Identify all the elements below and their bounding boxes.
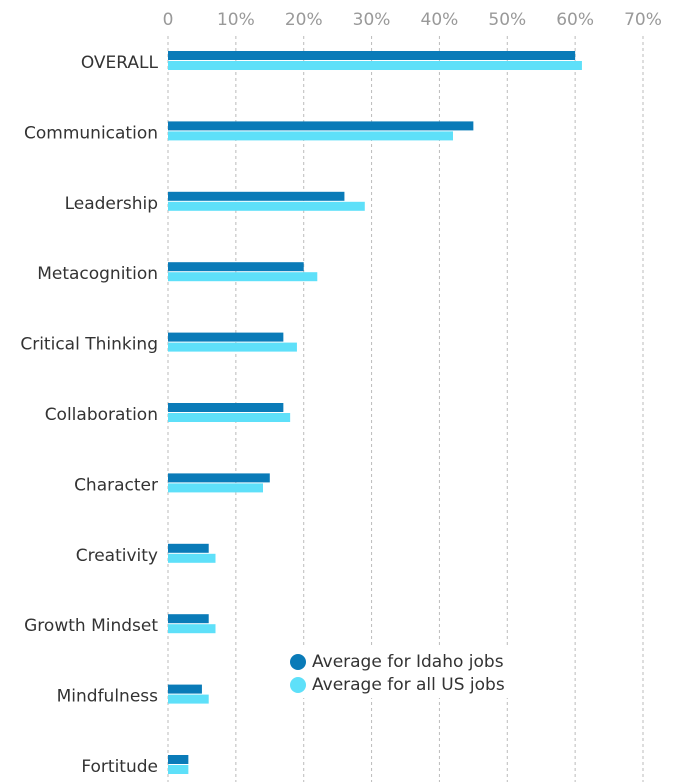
bar	[168, 51, 576, 60]
category-label: Collaboration	[45, 405, 158, 425]
bar	[168, 121, 474, 131]
x-tick-label: 0	[163, 10, 174, 30]
legend-label: Average for all US jobs	[312, 675, 505, 695]
bar	[168, 553, 216, 563]
bar	[168, 131, 453, 141]
bar	[168, 543, 209, 553]
bar	[168, 765, 189, 774]
legend-swatch	[290, 677, 306, 693]
bar	[168, 342, 297, 352]
category-label: Fortitude	[81, 757, 158, 777]
bar	[168, 403, 284, 412]
x-tick-label: 50%	[488, 10, 526, 30]
bar	[168, 483, 263, 493]
category-label: Communication	[24, 123, 158, 143]
legend-background	[284, 648, 524, 698]
category-label: Mindfulness	[57, 687, 159, 707]
bar	[168, 201, 365, 211]
x-tick-label: 30%	[353, 10, 391, 30]
bar	[168, 624, 216, 634]
legend-swatch	[290, 654, 306, 670]
bar	[168, 694, 209, 704]
bar	[168, 272, 318, 282]
bar	[168, 262, 304, 272]
x-tick-label: 40%	[421, 10, 459, 30]
category-label: Growth Mindset	[24, 616, 158, 636]
x-tick-label: 60%	[556, 10, 594, 30]
x-tick-label: 10%	[217, 10, 255, 30]
category-label: Creativity	[76, 546, 158, 566]
bar	[168, 191, 345, 201]
bar	[168, 332, 284, 342]
bar	[168, 473, 270, 483]
bar	[168, 755, 189, 764]
category-label: Character	[74, 475, 158, 495]
bar	[168, 413, 291, 422]
x-tick-label: 20%	[285, 10, 323, 30]
bar	[168, 684, 202, 694]
category-label: OVERALL	[81, 53, 159, 73]
bar	[168, 614, 209, 624]
legend-label: Average for Idaho jobs	[312, 652, 504, 672]
category-label: Metacognition	[37, 264, 158, 284]
category-label: Critical Thinking	[20, 335, 158, 355]
category-label: Leadership	[65, 194, 158, 214]
bar	[168, 61, 582, 70]
x-tick-label: 70%	[624, 10, 662, 30]
